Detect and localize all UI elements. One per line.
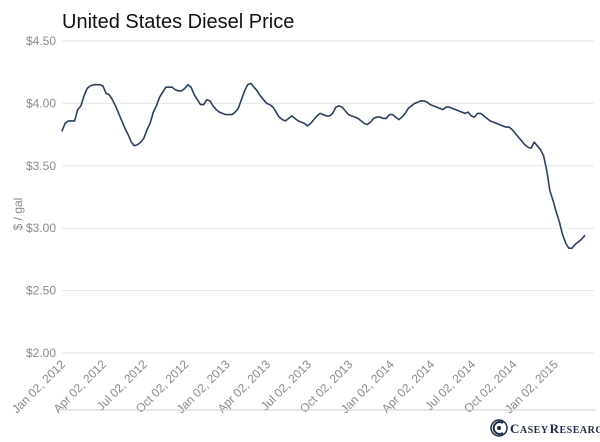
- brand-r: R: [550, 421, 560, 436]
- y-axis-ticks: $2.00 $2.50 $3.00 $3.50 $4.00 $4.50: [26, 34, 56, 360]
- y-tick-label: $3.50: [26, 159, 56, 173]
- y-tick-label: $2.00: [26, 346, 56, 360]
- series-layer: [61, 82, 586, 249]
- y-tick-label: $3.00: [26, 221, 56, 235]
- y-tick-label: $2.50: [26, 284, 56, 298]
- y-axis-label: $ / gal: [11, 198, 25, 231]
- casey-research-logo-icon: [490, 419, 508, 437]
- brand-c: C: [510, 421, 520, 436]
- brand-wordmark: CASEYRESEARCH: [510, 421, 600, 436]
- chart-title: United States Diesel Price: [62, 11, 294, 33]
- brand-word2: ESEARCH: [559, 425, 600, 436]
- brand-word1: ASEY: [520, 425, 549, 436]
- series-line: [61, 82, 586, 249]
- grid-layer: [62, 40, 594, 354]
- y-tick-label: $4.00: [26, 96, 56, 110]
- y-tick-label: $4.50: [26, 34, 56, 48]
